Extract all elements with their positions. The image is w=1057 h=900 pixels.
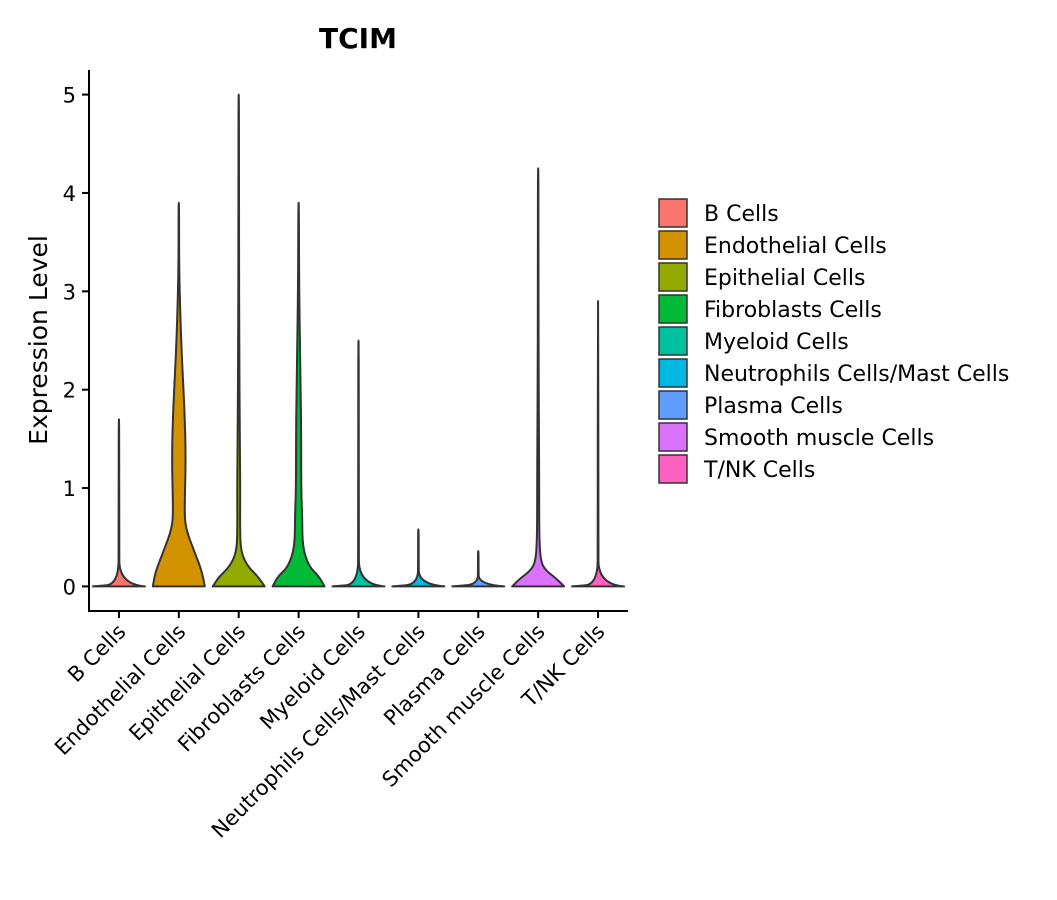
legend-label: Smooth muscle Cells xyxy=(704,426,934,451)
legend-label: B Cells xyxy=(704,202,779,227)
violin-t-nk-cells xyxy=(571,300,626,588)
legend-label: T/NK Cells xyxy=(703,458,815,483)
violin-b-cells xyxy=(91,418,146,588)
x-tick-label: Myeloid Cells xyxy=(255,620,370,735)
legend-label: Plasma Cells xyxy=(704,394,843,419)
legend-swatch xyxy=(658,454,688,484)
y-axis-ticks: 0 1 2 3 4 5 xyxy=(63,84,89,599)
violin-neutrophils-cells-mast-cells xyxy=(391,528,446,588)
legend-swatch xyxy=(658,294,688,324)
legend-label: Endothelial Cells xyxy=(704,234,887,259)
violins xyxy=(91,93,626,588)
y-tick-label: 1 xyxy=(63,477,76,501)
y-tick-label: 2 xyxy=(63,379,76,403)
y-tick-label: 4 xyxy=(63,182,76,206)
violin-plasma-cells xyxy=(451,550,506,588)
legend-label: Fibroblasts Cells xyxy=(704,298,882,323)
legend-label: Myeloid Cells xyxy=(704,330,849,355)
legend-swatch xyxy=(658,390,688,420)
violin-epithelial-cells xyxy=(211,93,266,588)
y-tick-label: 5 xyxy=(63,84,76,108)
violin-myeloid-cells xyxy=(331,339,386,588)
violin-fibroblasts-cells xyxy=(271,201,326,588)
violin-endothelial-cells xyxy=(151,201,206,588)
legend-swatch xyxy=(658,422,688,452)
y-axis-title: Expression Level xyxy=(24,235,53,445)
y-tick-label: 3 xyxy=(63,280,76,304)
legend-swatch xyxy=(658,262,688,292)
legend: B Cells Endothelial Cells Epithelial Cells… xyxy=(658,198,1009,484)
chart-title: TCIM xyxy=(319,22,397,55)
legend-swatch xyxy=(658,358,688,388)
legend-label: Epithelial Cells xyxy=(704,266,865,291)
violin-smooth-muscle-cells xyxy=(511,167,566,588)
legend-swatch xyxy=(658,326,688,356)
legend-label: Neutrophils Cells/Mast Cells xyxy=(704,362,1009,387)
legend-swatch xyxy=(658,230,688,260)
y-tick-label: 0 xyxy=(63,575,76,599)
legend-swatch xyxy=(658,198,688,228)
